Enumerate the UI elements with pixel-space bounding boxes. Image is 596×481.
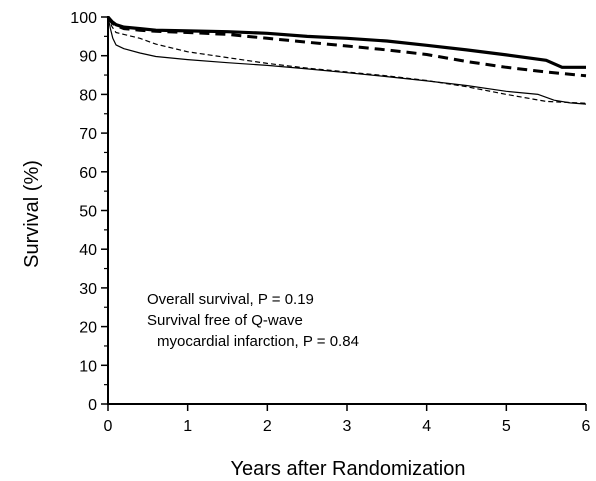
x-axis-title: Years after Randomization [231, 458, 466, 480]
y-tick-label: 10 [79, 358, 97, 375]
x-tick-label: 5 [502, 418, 511, 435]
plot-lines [106, 15, 587, 105]
y-tick-label: 100 [70, 10, 97, 27]
x-tick-label: 6 [582, 418, 591, 435]
annotation-myocardial-infarction: myocardial infarction, P = 0.84 [157, 333, 359, 350]
annotation-overall-survival: Overall survival, P = 0.19 [147, 291, 314, 308]
x-tick-label: 3 [343, 418, 352, 435]
y-tick-label: 90 [79, 49, 97, 66]
y-tick-label: 30 [79, 281, 97, 298]
annotation-survival-free: Survival free of Q-wave [147, 312, 303, 329]
y-tick-label: 60 [79, 165, 97, 182]
series-line-thick-dashed [106, 16, 587, 78]
x-tick-label: 0 [104, 418, 113, 435]
series-line-thick-solid [106, 15, 586, 69]
y-tick-label: 70 [79, 126, 97, 143]
x-tick-label: 4 [422, 418, 431, 435]
series-line-thin-dashed [107, 16, 587, 104]
series-line-thin-solid [107, 16, 587, 105]
x-tick-label: 2 [263, 418, 272, 435]
y-tick-label: 20 [79, 320, 97, 337]
y-tick-label: 50 [79, 204, 97, 221]
y-tick-label: 40 [79, 242, 97, 259]
ticks: 0 10 20 30 40 50 60 70 80 90 100 0 1 2 3 4 5 6 [70, 10, 590, 435]
x-tick-label: 1 [183, 418, 192, 435]
y-tick-label: 80 [79, 87, 97, 104]
y-tick-label: 0 [88, 397, 97, 414]
y-axis-title: Survival (%) [21, 160, 43, 268]
